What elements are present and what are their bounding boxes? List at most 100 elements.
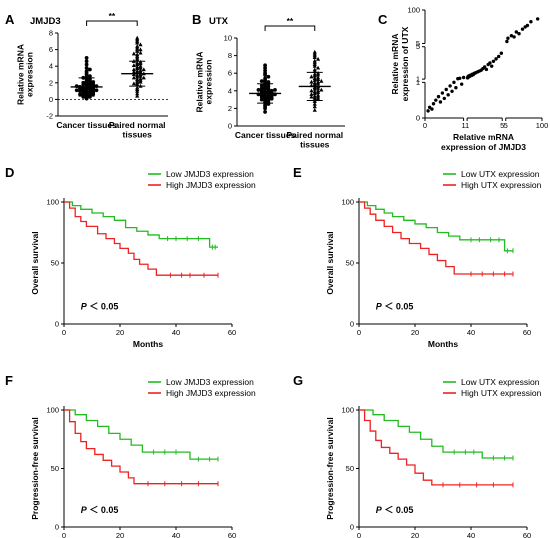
y-tick-label: 4 xyxy=(228,86,232,95)
data-point xyxy=(535,17,540,21)
legend-label: Low JMJD3 expression xyxy=(166,377,254,387)
data-point xyxy=(135,35,140,40)
panel-a: A JMJD3 -2 0 2 4 6 8 Relative mRNA expression Canc… xyxy=(5,11,168,140)
data-point xyxy=(319,78,324,83)
data-point xyxy=(263,110,267,114)
y-tick-label: 6 xyxy=(228,69,232,78)
data-point xyxy=(434,98,438,102)
y-tick-label: 50 xyxy=(51,464,59,473)
data-point xyxy=(312,107,317,112)
legend-label: Low JMJD3 expression xyxy=(166,169,254,179)
data-point xyxy=(494,57,498,61)
data-point xyxy=(315,71,321,75)
data-point xyxy=(484,67,489,72)
data-point xyxy=(266,80,271,84)
y-tick-label: 0 xyxy=(55,320,59,329)
legend-label: High JMJD3 expression xyxy=(166,388,256,398)
data-point xyxy=(263,68,267,73)
y-tick-label: 0 xyxy=(350,320,354,329)
data-point xyxy=(446,93,450,97)
data-point xyxy=(135,91,140,96)
panel-b: B UTX 0 2 4 6 8 10 Relative mRNA expression Cancer… xyxy=(192,12,345,150)
data-point xyxy=(131,75,136,80)
y-tick-label: 2 xyxy=(228,104,232,113)
data-point xyxy=(141,75,146,80)
y-tick-label: 10 xyxy=(224,34,232,43)
x-tick-label: 40 xyxy=(467,328,475,337)
p-symbol: P xyxy=(81,505,88,515)
y-tick-label: 0 xyxy=(416,114,420,123)
y-tick-label: 100 xyxy=(341,198,354,207)
data-point xyxy=(259,97,264,102)
y-tick-label: 8 xyxy=(49,29,53,38)
panel-d: D 0 50 100 0 20 40 60 Months Overall survival Low … xyxy=(5,165,256,349)
data-point xyxy=(263,63,267,68)
data-point xyxy=(430,107,434,111)
x-tick-label: 1 xyxy=(465,121,469,130)
data-point xyxy=(459,82,464,86)
y-tick-label: 100 xyxy=(46,406,59,415)
data-point xyxy=(91,80,96,84)
y-axis-label: Relative mRNA xyxy=(390,34,400,95)
x-tick-label: 20 xyxy=(411,531,419,538)
significance-bracket xyxy=(86,20,138,26)
data-point xyxy=(74,88,79,93)
y-tick-label: 1 xyxy=(416,75,420,84)
data-point xyxy=(312,101,317,106)
data-point xyxy=(138,50,143,55)
y-axis-label: Relative mRNA xyxy=(16,44,26,105)
x-tick-label: 5 xyxy=(504,121,508,130)
category-label: tissues xyxy=(123,130,153,140)
y-axis-label: Overall survival xyxy=(325,231,335,294)
data-point xyxy=(452,80,456,85)
panel-letter: F xyxy=(5,373,13,388)
data-point xyxy=(138,47,143,52)
data-point xyxy=(312,58,317,63)
data-point xyxy=(141,67,146,72)
data-point xyxy=(138,64,143,68)
panel-title: UTX xyxy=(209,16,229,27)
panel-letter: C xyxy=(378,12,388,27)
data-point xyxy=(135,93,140,98)
data-point xyxy=(131,67,136,72)
data-point xyxy=(427,105,432,110)
x-tick-label: 20 xyxy=(116,328,124,337)
survival-curve xyxy=(359,201,513,275)
data-point xyxy=(440,91,445,95)
data-point xyxy=(488,61,492,65)
p-symbol: P xyxy=(81,301,88,311)
data-point xyxy=(88,67,92,72)
data-point xyxy=(135,52,140,57)
y-tick-label: 100 xyxy=(46,198,59,207)
data-point xyxy=(266,84,271,89)
data-point xyxy=(315,79,321,84)
data-point xyxy=(448,84,452,88)
data-point xyxy=(131,69,136,74)
data-point xyxy=(259,83,264,88)
data-point xyxy=(266,87,271,91)
data-point xyxy=(461,75,466,80)
data-point xyxy=(458,76,462,81)
x-tick-label: 0 xyxy=(423,121,427,130)
category-label: tissues xyxy=(300,140,330,150)
x-tick-label: 5 xyxy=(500,121,504,130)
x-axis-label: Months xyxy=(133,339,163,349)
data-point xyxy=(273,88,277,92)
y-tick-label: 5 xyxy=(416,42,420,51)
survival-curve xyxy=(64,201,218,248)
y-tick-label: 4 xyxy=(49,62,53,71)
y-tick-label: 50 xyxy=(346,464,354,473)
x-tick-label: 60 xyxy=(228,531,236,538)
y-tick-label: 1 xyxy=(416,78,420,87)
data-point xyxy=(266,74,271,79)
y-axis-label: expression xyxy=(204,60,214,105)
x-tick-label: 0 xyxy=(357,531,361,538)
data-point xyxy=(315,65,321,70)
y-axis-label: expression xyxy=(25,52,35,97)
x-tick-label: 60 xyxy=(523,531,531,538)
p-value-annotation: P ＜ 0.05 xyxy=(376,505,414,515)
x-tick-label: 40 xyxy=(172,531,180,538)
data-point xyxy=(517,31,521,36)
data-point xyxy=(509,34,514,38)
